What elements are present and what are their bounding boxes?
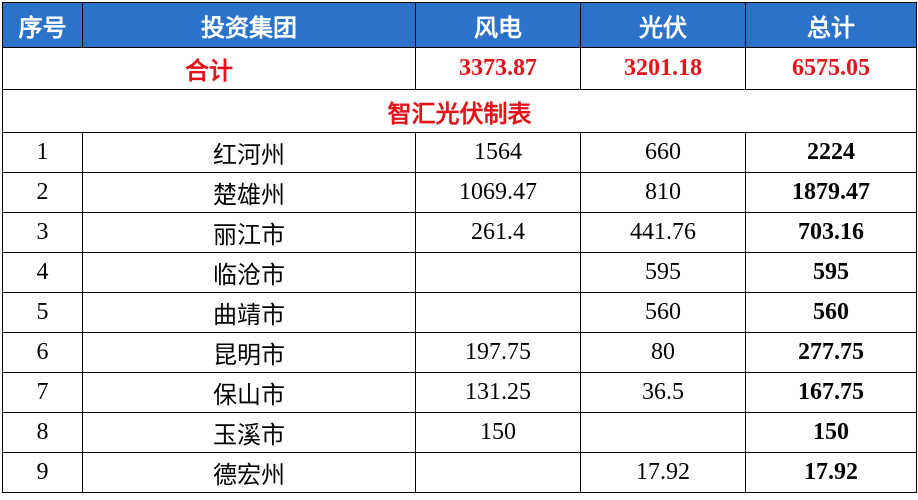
data-table: 序号 投资集团 风电 光伏 总计 合计 3373.87 3201.18 6575… [2, 2, 917, 493]
header-row: 序号 投资集团 风电 光伏 总计 [2, 2, 917, 48]
table-cell: 197.75 [415, 332, 581, 373]
table-cell: 595 [745, 252, 917, 293]
table-cell: 1069.47 [415, 172, 581, 213]
table-cell: 441.76 [580, 212, 746, 253]
total-value: 6575.05 [745, 47, 917, 90]
table-cell: 131.25 [415, 372, 581, 413]
table-cell [415, 452, 581, 493]
table-row: 1 红河州 1564 660 2224 [2, 132, 917, 173]
table-cell: 丽江市 [82, 212, 416, 253]
table-cell: 1879.47 [745, 172, 917, 213]
header-cell: 投资集团 [82, 2, 416, 48]
table-cell [415, 292, 581, 333]
table-row: 6 昆明市 197.75 80 277.75 [2, 332, 917, 373]
table-body: 序号 投资集团 风电 光伏 总计 合计 3373.87 3201.18 6575… [2, 2, 917, 493]
table-cell: 560 [580, 292, 746, 333]
table-cell: 1 [2, 132, 83, 173]
table-row: 8 玉溪市 150 150 [2, 412, 917, 453]
table-cell: 5 [2, 292, 83, 333]
table-cell: 玉溪市 [82, 412, 416, 453]
table-row: 9 德宏州 17.92 17.92 [2, 452, 917, 493]
header-cell: 风电 [415, 2, 581, 48]
table-row: 2 楚雄州 1069.47 810 1879.47 [2, 172, 917, 213]
table-cell: 36.5 [580, 372, 746, 413]
table-cell: 261.4 [415, 212, 581, 253]
table-cell: 80 [580, 332, 746, 373]
table-cell: 2 [2, 172, 83, 213]
table-cell: 150 [745, 412, 917, 453]
table-row: 3 丽江市 261.4 441.76 703.16 [2, 212, 917, 253]
total-row: 合计 3373.87 3201.18 6575.05 [2, 47, 917, 90]
table-row: 7 保山市 131.25 36.5 167.75 [2, 372, 917, 413]
total-value: 3201.18 [580, 47, 746, 90]
total-value: 3373.87 [415, 47, 581, 90]
table-cell: 曲靖市 [82, 292, 416, 333]
table-cell: 150 [415, 412, 581, 453]
section-title: 智汇光伏制表 [2, 89, 917, 133]
table-cell: 7 [2, 372, 83, 413]
header-cell: 光伏 [580, 2, 746, 48]
table-cell: 4 [2, 252, 83, 293]
table-cell [580, 412, 746, 453]
table-cell: 595 [580, 252, 746, 293]
table-cell: 810 [580, 172, 746, 213]
table-cell: 3 [2, 212, 83, 253]
table-cell: 167.75 [745, 372, 917, 413]
table-cell: 保山市 [82, 372, 416, 413]
table-row: 5 曲靖市 560 560 [2, 292, 917, 333]
total-label: 合计 [2, 47, 416, 90]
table-cell: 17.92 [745, 452, 917, 493]
table-cell: 6 [2, 332, 83, 373]
section-row: 智汇光伏制表 [2, 89, 917, 133]
table-cell: 8 [2, 412, 83, 453]
table-cell: 17.92 [580, 452, 746, 493]
table-cell: 9 [2, 452, 83, 493]
table-cell: 660 [580, 132, 746, 173]
table-cell: 昆明市 [82, 332, 416, 373]
table-cell: 红河州 [82, 132, 416, 173]
table-row: 4 临沧市 595 595 [2, 252, 917, 293]
table-cell: 临沧市 [82, 252, 416, 293]
table-cell: 703.16 [745, 212, 917, 253]
table-cell: 德宏州 [82, 452, 416, 493]
header-cell: 总计 [745, 2, 917, 48]
header-cell: 序号 [2, 2, 83, 48]
table-cell: 2224 [745, 132, 917, 173]
table-cell: 1564 [415, 132, 581, 173]
table-cell: 277.75 [745, 332, 917, 373]
table-cell [415, 252, 581, 293]
table-cell: 560 [745, 292, 917, 333]
table-cell: 楚雄州 [82, 172, 416, 213]
